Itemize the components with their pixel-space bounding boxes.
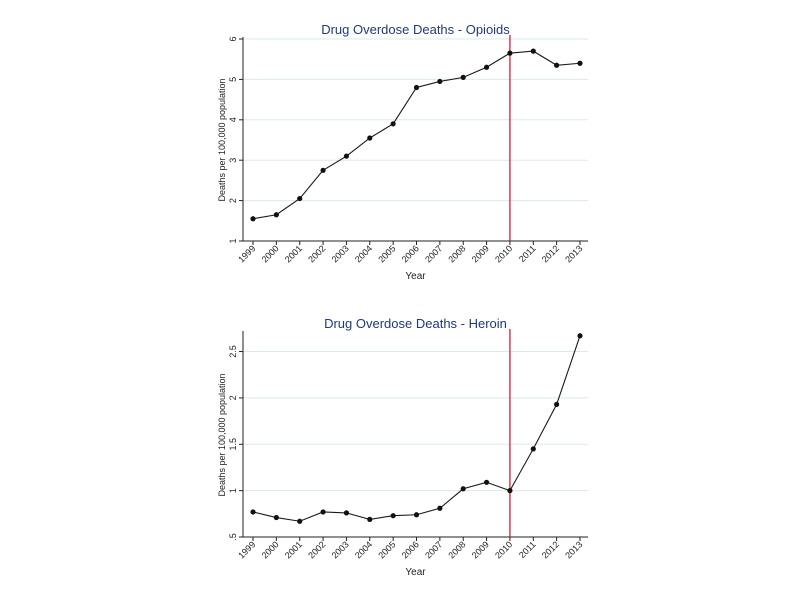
chart-title: Drug Overdose Deaths - Heroin	[324, 316, 507, 331]
x-tick-label: 2000	[260, 243, 281, 264]
x-tick-label: 2004	[353, 539, 374, 560]
opioids-chart: Drug Overdose Deaths - Opioids 1 2 3 4 5 6 Deat…	[217, 22, 588, 282]
x-tick-label: 2013	[563, 243, 584, 264]
x-tick-label: 2008	[446, 243, 467, 264]
y-tick-label: 1	[228, 488, 238, 493]
data-point	[413, 84, 420, 91]
x-tick-label: 2008	[446, 539, 467, 560]
x-tick-label: 2001	[283, 243, 304, 264]
y-tick-label: .5	[228, 533, 238, 541]
data-point	[343, 510, 350, 516]
y-tick-label: 4	[228, 117, 238, 122]
data-point	[390, 513, 396, 519]
data-point	[273, 514, 279, 521]
data-point	[273, 212, 279, 218]
data-point	[507, 488, 513, 494]
x-tick-label: 2013	[563, 539, 584, 560]
data-point	[297, 518, 303, 524]
x-tick-label: 1999	[236, 243, 257, 264]
x-axis-label: Year	[405, 271, 426, 282]
y-tick-label: 2	[228, 198, 238, 203]
x-tick-label: 2006	[400, 243, 421, 264]
x-tick-label: 2001	[283, 539, 304, 560]
data-point	[577, 333, 583, 339]
y-tick-label: 5	[228, 77, 238, 82]
y-tick-label: 1.5	[228, 438, 238, 451]
series-line	[252, 335, 581, 522]
data-point	[460, 74, 466, 80]
data-point	[413, 512, 420, 518]
heroin-chart: Drug Overdose Deaths - Heroin .5 1 1.5 2 2.5 D…	[217, 316, 588, 578]
data-point	[250, 509, 256, 515]
data-point	[554, 401, 560, 407]
x-tick-label: 2002	[306, 243, 327, 264]
y-tick-label: 6	[228, 36, 238, 41]
data-point	[367, 135, 373, 141]
x-axis-label: Year	[405, 567, 426, 578]
data-point	[554, 62, 560, 68]
x-tick-label: 2000	[260, 539, 281, 560]
x-tick-label: 2010	[493, 243, 514, 264]
x-tick-label: 2009	[470, 243, 491, 264]
data-point	[507, 50, 513, 56]
data-point	[577, 60, 583, 66]
x-tick-label: 2012	[540, 243, 561, 264]
data-point	[367, 516, 373, 522]
data-point	[343, 153, 350, 159]
x-tick-label: 2002	[306, 539, 327, 560]
data-point	[320, 167, 326, 173]
data-point	[483, 64, 490, 70]
y-tick-label: 2.5	[228, 345, 238, 358]
data-point	[297, 195, 303, 202]
x-tick-label: 2006	[400, 539, 421, 560]
data-point	[483, 479, 490, 485]
x-tick-label: 2003	[330, 539, 351, 560]
chart-title: Drug Overdose Deaths - Opioids	[321, 22, 510, 37]
x-tick-label: 2011	[517, 243, 538, 264]
x-tick-label: 2004	[353, 243, 374, 264]
data-point	[530, 48, 536, 54]
y-axis-label: Deaths per 100,000 population	[217, 373, 227, 496]
data-point	[437, 505, 443, 511]
x-tick-label: 2005	[376, 539, 397, 560]
y-tick-label: 3	[228, 158, 238, 163]
x-tick-label: 2005	[376, 243, 397, 264]
x-tick-label: 1999	[236, 539, 257, 560]
data-point	[530, 446, 536, 452]
x-tick-label: 2012	[540, 539, 561, 560]
data-point	[320, 509, 326, 515]
series-line	[252, 50, 581, 220]
y-tick-label: 1	[228, 238, 238, 243]
x-tick-label: 2011	[517, 539, 538, 560]
y-axis-label: Deaths per 100,000 population	[217, 78, 227, 201]
x-tick-label: 2007	[423, 539, 444, 560]
data-point	[460, 486, 466, 492]
data-point	[250, 216, 256, 222]
x-tick-label: 2007	[423, 243, 444, 264]
data-point	[437, 78, 443, 85]
x-tick-label: 2009	[470, 539, 491, 560]
x-tick-label: 2010	[493, 539, 514, 560]
x-tick-label: 2003	[330, 243, 351, 264]
data-point	[390, 121, 396, 127]
y-tick-label: 2	[228, 395, 238, 400]
